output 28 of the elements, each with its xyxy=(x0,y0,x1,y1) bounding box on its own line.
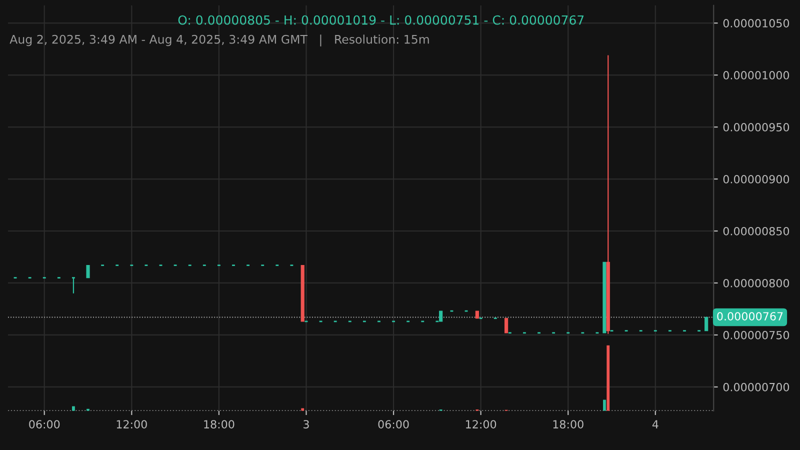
x-tick-label: 3 xyxy=(304,420,309,428)
y-tick-label: 0.00000750 xyxy=(723,330,790,340)
y-tick-label: 0.00001050 xyxy=(723,19,790,28)
candlestick xyxy=(86,264,90,278)
x-tick-label: 06:00 xyxy=(29,420,60,428)
y-tick-label: 0.00000950 xyxy=(723,123,790,132)
text: O: 0.00000805 - H: 0.00001019 - L: 0.00000751 - C: 0.00000767 xyxy=(178,15,584,25)
candlestick xyxy=(71,277,76,294)
x-tick-label: 06:00 xyxy=(378,420,409,428)
x-tick-label: 18:00 xyxy=(553,420,584,428)
bar xyxy=(72,406,75,411)
y-tick-label: 0.00000900 xyxy=(723,174,790,184)
x-tick-label: 12:00 xyxy=(466,420,496,428)
x-tick-label: 4 xyxy=(652,420,658,428)
x-tick-label: 12:00 xyxy=(116,420,147,428)
y-tick-label: 0.00000800 xyxy=(723,278,790,288)
candlestick xyxy=(704,316,708,332)
y-tick-label: 0.00000850 xyxy=(723,226,790,236)
candlestick xyxy=(439,310,443,322)
bar xyxy=(301,408,304,411)
x-tick-label: 18:00 xyxy=(204,420,234,428)
ref-line-label: 0.00000767 xyxy=(717,312,783,321)
y-tick-label: 0.00000700 xyxy=(723,382,790,392)
y-tick-label: 0.00001000 xyxy=(723,71,790,80)
candlestick xyxy=(504,318,508,334)
text: Aug 2, 2025, 3:49 AM - Aug 4, 2025, 3:49 AM GMT | Resolution: 15m xyxy=(10,34,429,46)
bar xyxy=(606,345,610,411)
bar xyxy=(603,400,606,411)
